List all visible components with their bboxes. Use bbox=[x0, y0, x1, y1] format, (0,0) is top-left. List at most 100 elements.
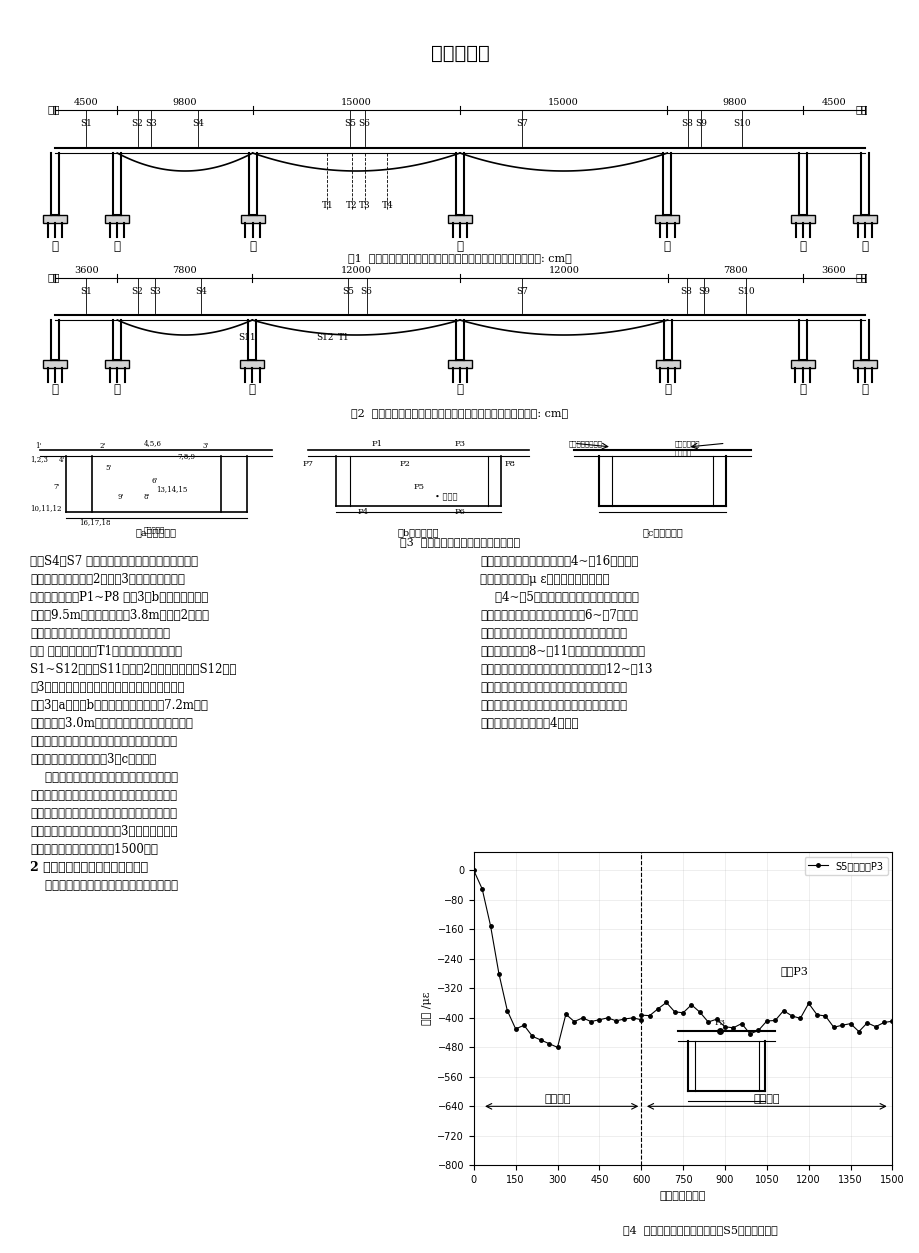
Text: 9800: 9800 bbox=[173, 98, 197, 107]
Text: 4500: 4500 bbox=[821, 98, 845, 107]
Text: 图4~图5为衡阳东阳渡湘江大桥箱梁根部附: 图4~图5为衡阳东阳渡湘江大桥箱梁根部附 bbox=[480, 591, 638, 604]
Bar bbox=[448, 360, 471, 368]
Text: 中截面梁高3.0m）。在施工过程中，挠度测点布: 中截面梁高3.0m）。在施工过程中，挠度测点布 bbox=[30, 717, 193, 730]
Text: S1: S1 bbox=[80, 119, 92, 128]
S5截面测点P3 bbox=[743, 1026, 754, 1041]
S5截面测点P3 bbox=[861, 1015, 872, 1030]
Text: P1: P1 bbox=[371, 441, 382, 449]
S5截面测点P3 bbox=[551, 1040, 562, 1055]
Text: 15000: 15000 bbox=[548, 98, 578, 107]
Text: 工过程中，对各主要工况下的应变变化进行了测: 工过程中，对各主要工况下的应变变化进行了测 bbox=[30, 807, 176, 819]
Text: S12: S12 bbox=[316, 333, 334, 342]
Text: S2: S2 bbox=[131, 119, 143, 128]
Text: S10: S10 bbox=[732, 119, 750, 128]
X-axis label: 测试时间（天）: 测试时间（天） bbox=[659, 1190, 706, 1200]
Text: 昆明: 昆明 bbox=[855, 273, 867, 282]
Bar bbox=[852, 360, 876, 368]
Text: ⑫: ⑫ bbox=[249, 241, 255, 253]
Text: S7: S7 bbox=[516, 119, 528, 128]
Text: （b）应变测点: （b）应变测点 bbox=[397, 528, 439, 538]
Text: S9: S9 bbox=[698, 287, 709, 296]
Text: P5: P5 bbox=[413, 482, 424, 491]
Text: ⑩: ⑩ bbox=[51, 241, 59, 253]
Text: S3: S3 bbox=[149, 287, 161, 296]
Text: 测点P3: 测点P3 bbox=[780, 966, 808, 976]
Bar bbox=[448, 216, 471, 223]
Text: S11: S11 bbox=[238, 333, 255, 342]
Text: ⑤: ⑤ bbox=[799, 383, 805, 396]
Text: 衡阳: 衡阳 bbox=[48, 105, 61, 114]
Text: 4,5,6: 4,5,6 bbox=[143, 440, 162, 447]
Text: S1: S1 bbox=[80, 287, 92, 296]
Text: ⑪: ⑪ bbox=[114, 241, 120, 253]
Text: 4500: 4500 bbox=[74, 98, 98, 107]
Text: S4: S4 bbox=[195, 287, 207, 296]
Text: ⑥: ⑥ bbox=[860, 383, 868, 396]
Text: S3: S3 bbox=[145, 119, 157, 128]
Text: 3600: 3600 bbox=[74, 266, 98, 274]
Text: 6': 6' bbox=[151, 476, 157, 485]
Text: P3: P3 bbox=[714, 1019, 724, 1027]
Text: 15000: 15000 bbox=[341, 98, 371, 107]
Text: 各截面应变测点P1~P8 如图3（b）所示（根据截: 各截面应变测点P1~P8 如图3（b）所示（根据截 bbox=[30, 591, 208, 604]
Text: ⑭: ⑭ bbox=[664, 241, 670, 253]
Text: P4: P4 bbox=[357, 507, 369, 516]
Bar bbox=[105, 216, 129, 223]
Text: 根部附近截面上、下缘部分测点应变；图12~图13: 根部附近截面上、下缘部分测点应变；图12~图13 bbox=[480, 663, 652, 677]
Bar bbox=[240, 360, 264, 368]
Text: ④: ④ bbox=[664, 383, 671, 396]
Text: 为祁阳白水湘江大桥箱梁主跨合龙段截面上、下: 为祁阳白水湘江大桥箱梁主跨合龙段截面上、下 bbox=[480, 680, 627, 694]
Text: P3: P3 bbox=[454, 441, 465, 449]
Bar bbox=[43, 216, 67, 223]
Text: 2': 2' bbox=[99, 442, 106, 450]
Text: 为3号墩墩顶截面，温度测点布置及应变测点布置: 为3号墩墩顶截面，温度测点布置及应变测点布置 bbox=[30, 680, 185, 694]
Text: 2 混凝土箱梁应变测试结果及分析: 2 混凝土箱梁应变测试结果及分析 bbox=[30, 861, 148, 875]
Legend: S5截面测点P3: S5截面测点P3 bbox=[803, 857, 887, 875]
Text: S6: S6 bbox=[360, 287, 372, 296]
Text: 温度传感器: 温度传感器 bbox=[143, 525, 165, 534]
Text: P8: P8 bbox=[504, 461, 515, 469]
Text: • 应变计: • 应变计 bbox=[435, 492, 457, 501]
Text: 1': 1' bbox=[35, 442, 41, 450]
Text: S9: S9 bbox=[695, 119, 707, 128]
Text: S5: S5 bbox=[344, 119, 356, 128]
Text: 7': 7' bbox=[53, 482, 60, 491]
Text: T4: T4 bbox=[381, 200, 393, 211]
Text: 图4  东阳渡大桥根部上半幅主跨S5截面测点应变: 图4 东阳渡大桥根部上半幅主跨S5截面测点应变 bbox=[622, 1225, 777, 1235]
Text: ②: ② bbox=[248, 383, 255, 396]
Text: 由于测试数据较多，现仅给出具有典型的、: 由于测试数据较多，现仅给出具有典型的、 bbox=[30, 880, 177, 892]
Text: 面梁高9.5m，跨中截面梁高3.8m）。图2为祁阳: 面梁高9.5m，跨中截面梁高3.8m）。图2为祁阳 bbox=[30, 609, 209, 621]
Text: （a）温度测点: （a）温度测点 bbox=[136, 528, 176, 538]
Text: ⑬: ⑬ bbox=[456, 241, 463, 253]
Bar bbox=[654, 216, 678, 223]
Text: S1~S12，其中S11截面为2号墩墩底截面，S12截面: S1~S12，其中S11截面为2号墩墩底截面，S12截面 bbox=[30, 663, 236, 677]
Text: 施工过程中的
挠度测点: 施工过程中的 挠度测点 bbox=[675, 440, 699, 456]
Text: 5': 5' bbox=[105, 465, 111, 472]
Text: 东阳渡湘江大桥箱梁主跨合龙段截面上、下缘部: 东阳渡湘江大桥箱梁主跨合龙段截面上、下缘部 bbox=[480, 626, 627, 640]
Bar bbox=[43, 360, 67, 368]
Text: 12000: 12000 bbox=[340, 266, 371, 274]
Line: S5截面测点P3: S5截面测点P3 bbox=[471, 868, 893, 1049]
Bar bbox=[789, 360, 814, 368]
Text: 中应变单位均为μ ε，负值为压应变）：: 中应变单位均为μ ε，负值为压应变）： bbox=[480, 573, 609, 586]
S5截面测点P3 bbox=[627, 1010, 638, 1025]
Text: P6: P6 bbox=[454, 507, 465, 516]
Bar bbox=[852, 216, 876, 223]
Text: 面，S4、S7 为中跨合龙段截面，其余截面为各墩: 面，S4、S7 为中跨合龙段截面，其余截面为各墩 bbox=[30, 555, 198, 568]
Text: 图3  各截面温度、应变和挠度测点位置: 图3 各截面温度、应变和挠度测点位置 bbox=[400, 538, 519, 548]
Bar bbox=[655, 360, 679, 368]
Text: 7800: 7800 bbox=[722, 266, 747, 274]
Text: 10,11,12: 10,11,12 bbox=[30, 504, 62, 512]
Text: 图。 温度测试截面为T1截面，应变测试截面为: 图。 温度测试截面为T1截面，应变测试截面为 bbox=[30, 645, 182, 658]
Text: 9800: 9800 bbox=[722, 98, 746, 107]
Text: 1,2,3: 1,2,3 bbox=[30, 456, 48, 464]
Text: 3600: 3600 bbox=[821, 266, 845, 274]
Text: P7: P7 bbox=[302, 461, 313, 469]
Text: 现场测试选用智能钢弦式应变计作为应变测: 现场测试选用智能钢弦式应变计作为应变测 bbox=[30, 771, 177, 784]
Text: 布置在防撞栏杆上，如图3（c）所示。: 布置在防撞栏杆上，如图3（c）所示。 bbox=[30, 753, 156, 766]
Text: 衡阳: 衡阳 bbox=[48, 273, 61, 282]
Text: 12000: 12000 bbox=[548, 266, 579, 274]
Text: 试，成桥后对各桥进行了为期3年的跟踪观测，: 试，成桥后对各桥进行了为期3年的跟踪观测， bbox=[30, 824, 177, 838]
Text: 分测点应变；图8~图11为祁阳白水湘江大桥箱梁: 分测点应变；图8~图11为祁阳白水湘江大桥箱梁 bbox=[480, 645, 644, 658]
Bar bbox=[790, 216, 814, 223]
